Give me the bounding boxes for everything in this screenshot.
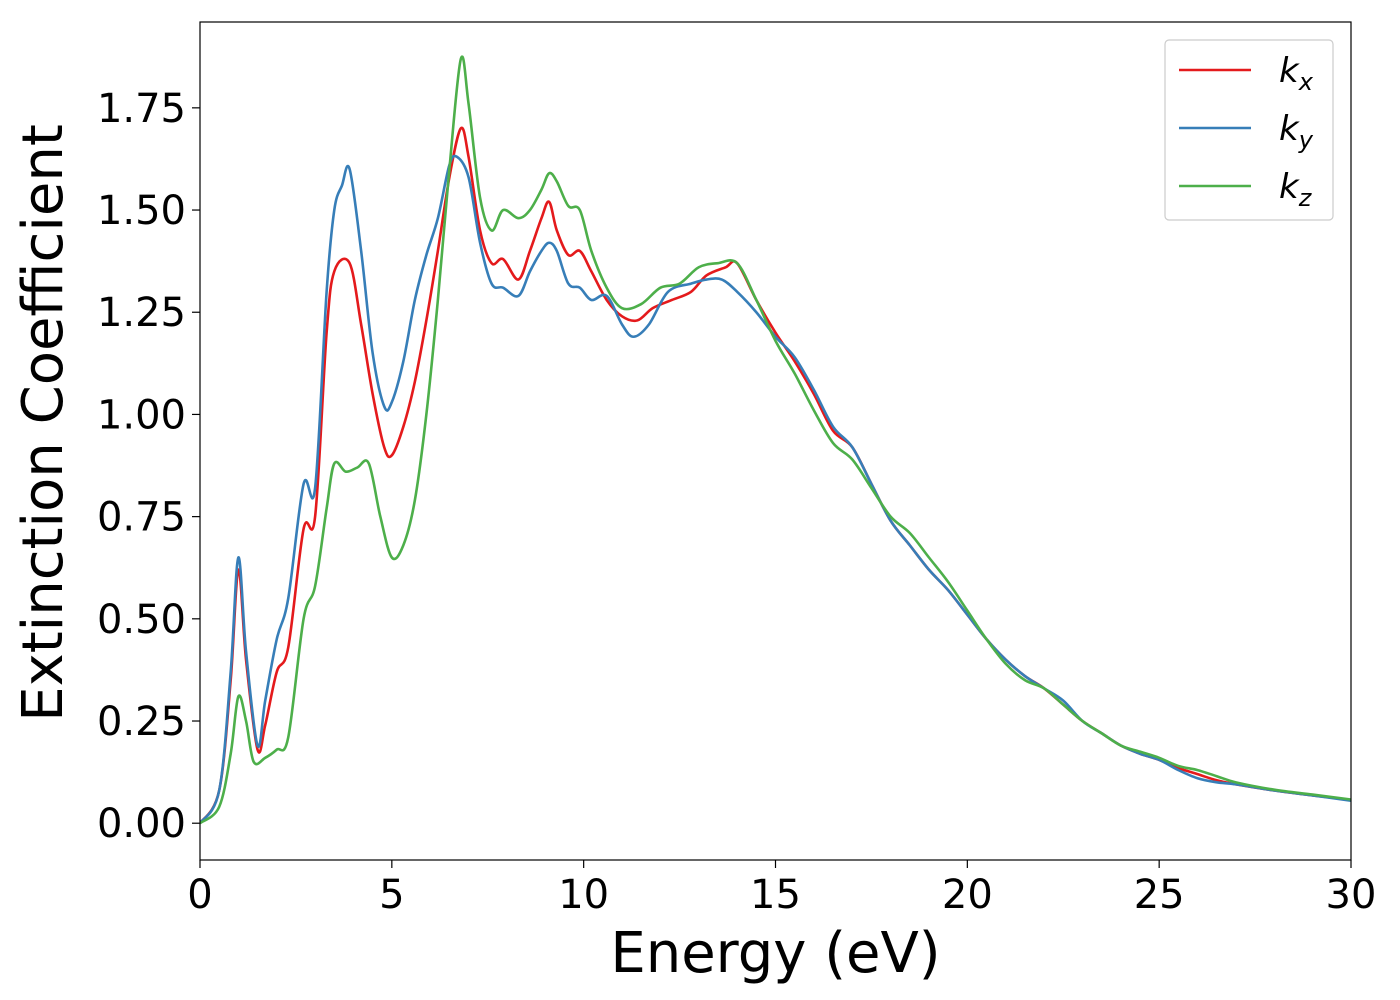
x-tick-label: 20	[942, 872, 993, 918]
x-tick-label: 10	[558, 872, 609, 918]
legend-label-x: kx	[1279, 51, 1314, 96]
legend-label-y: ky	[1279, 109, 1314, 154]
x-tick-label: 15	[750, 872, 801, 918]
y-tick-label: 1.25	[97, 290, 186, 336]
x-tick-label: 30	[1326, 872, 1377, 918]
series-lines	[200, 55, 1351, 825]
y-tick-label: 0.50	[97, 597, 186, 643]
x-tick-label: 0	[187, 872, 212, 918]
series-line-y	[200, 154, 1351, 825]
legend-label-z: kz	[1279, 167, 1313, 212]
legend-box	[1164, 39, 1334, 221]
y-tick-label: 1.00	[97, 392, 186, 438]
axis-ticks: 0 5 10 15 20 25 30 0.00 0.25 0.50 0.75 1.00 1.25 1.50…	[97, 86, 1377, 918]
y-tick-label: 1.50	[97, 188, 186, 234]
y-axis-label: Extinction Coefficient	[11, 124, 76, 722]
y-tick-label: 0.75	[97, 495, 186, 541]
legend: kx ky kz	[1164, 39, 1334, 221]
y-tick-label: 0.00	[97, 801, 186, 847]
series-line-z	[200, 55, 1351, 825]
y-tick-label: 0.25	[97, 699, 186, 745]
x-tick-label: 5	[379, 872, 404, 918]
x-tick-label: 25	[1134, 872, 1185, 918]
x-axis-label: Energy (eV)	[610, 921, 940, 986]
y-tick-label: 1.75	[97, 86, 186, 132]
